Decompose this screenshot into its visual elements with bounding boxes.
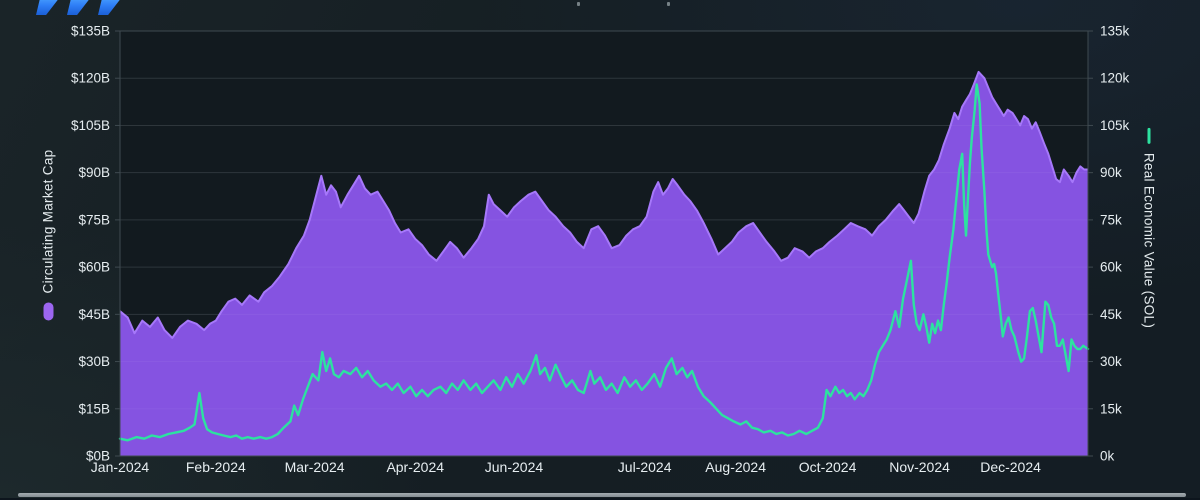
x-tick-label: Oct-2024: [799, 459, 857, 475]
left-tick-label: $90B: [78, 165, 110, 180]
market-cap-swatch-icon: [43, 302, 53, 321]
x-tick-label: Nov-2024: [889, 459, 950, 475]
x-tick-label: Dec-2024: [980, 459, 1041, 475]
x-tick-label: Mar-2024: [285, 459, 345, 475]
right-tick-label: 15k: [1100, 401, 1122, 416]
x-tick-label: Jun-2024: [485, 459, 544, 475]
left-tick-label: $105B: [71, 118, 110, 133]
cropped-title-remnant: [577, 2, 580, 6]
market-cap-area: [120, 71, 1088, 457]
left-tick-label: $60B: [78, 260, 110, 275]
right-tick-label: 60k: [1100, 260, 1122, 275]
left-tick-label: $15B: [78, 401, 110, 416]
rev-line-swatch-icon: [1147, 127, 1151, 144]
x-tick-label: Jan-2024: [91, 459, 150, 475]
left-tick-label: $30B: [78, 354, 110, 369]
left-axis-legend: Circulating Market Cap: [41, 150, 56, 321]
left-axis-tick-labels: $135B $120B $105B $90B $75B $60B $45B $30B $15B $…: [71, 24, 110, 464]
right-tick-label: 75k: [1100, 212, 1122, 227]
rev-line: [118, 83, 1090, 442]
plot-frame: [119, 30, 1089, 457]
x-tick-label: Feb-2024: [186, 459, 246, 475]
right-tick-label: 45k: [1100, 307, 1122, 322]
right-axis-legend: Real Economic Value (SOL): [1141, 127, 1157, 329]
market-cap-area-series: [119, 70, 1088, 457]
lightning-bolts-logo-icon: [36, 0, 122, 15]
left-axis-title: Circulating Market Cap: [40, 149, 56, 294]
right-tick-label: 105k: [1100, 118, 1130, 133]
right-tick-label: 135k: [1100, 24, 1130, 39]
left-tick-label: $120B: [71, 71, 110, 86]
left-tick-label: $75B: [78, 212, 110, 227]
x-tick-label: Aug-2024: [705, 459, 766, 475]
right-tick-label: 120k: [1100, 71, 1130, 86]
right-tick-label: 0k: [1100, 449, 1115, 464]
plot-border: [115, 30, 1093, 457]
bottom-edge-divider: [0, 498, 1200, 500]
right-tick-label: 90k: [1100, 165, 1122, 180]
left-tick-label: $135B: [71, 24, 110, 39]
cropped-title-remnant: [667, 2, 670, 6]
right-axis-tick-labels: 135k 120k 105k 90k 75k 60k 45k 30k 15k 0k: [1100, 24, 1130, 464]
right-axis-title: Real Economic Value (SOL): [1141, 152, 1157, 329]
x-tick-label: Jul-2024: [618, 459, 672, 475]
time-range-scrollbar[interactable]: [18, 493, 1186, 497]
left-tick-label: $0B: [86, 449, 110, 464]
market-cap-area-edge: [119, 70, 1088, 339]
right-tick-label: 30k: [1100, 354, 1122, 369]
x-tick-label: Apr-2024: [386, 459, 444, 475]
rev-line-series: [118, 83, 1090, 442]
left-tick-label: $45B: [78, 307, 110, 322]
x-axis-tick-labels: Jan-2024 Feb-2024 Mar-2024 Apr-2024 Jun-2024…: [91, 459, 1041, 475]
